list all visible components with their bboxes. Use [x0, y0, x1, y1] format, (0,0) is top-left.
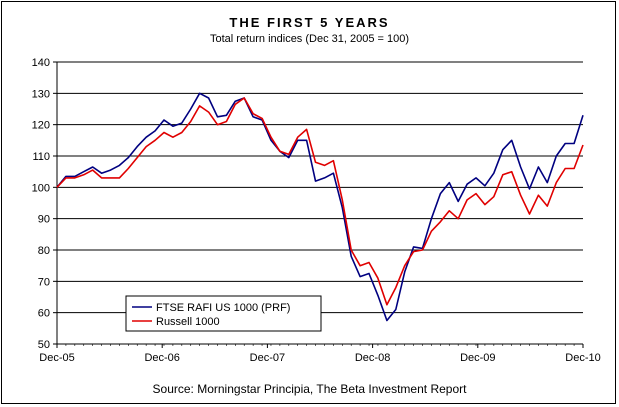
chart-subtitle: Total return indices (Dec 31, 2005 = 100…	[209, 33, 410, 45]
series-line-0	[56, 92, 584, 322]
x-tick-label: Dec-07	[250, 352, 285, 364]
x-tick-labels: Dec-05 Dec-06 Dec-07 Dec-08 Dec-09 Dec-10	[39, 352, 600, 364]
axes	[53, 61, 584, 348]
y-tick-label: 90	[38, 214, 50, 226]
chart-source: Source: Morningstar Principia, The Beta …	[152, 382, 467, 396]
y-tick-label: 100	[32, 182, 50, 194]
y-tick-label: 70	[38, 276, 50, 288]
legend-label: FTSE RAFI US 1000 (PRF)	[156, 302, 290, 314]
chart-title: THE FIRST 5 YEARS	[229, 15, 390, 30]
x-tick-label: Dec-05	[39, 352, 74, 364]
y-tick-label: 80	[38, 245, 50, 257]
y-tick-label: 110	[32, 151, 50, 163]
y-tick-label: 50	[38, 339, 50, 351]
series-lines	[56, 92, 584, 322]
x-tick-label: Dec-09	[460, 352, 495, 364]
y-tick-label: 120	[32, 120, 50, 132]
y-tick-label: 140	[32, 57, 50, 69]
x-tick-label: Dec-08	[355, 352, 390, 364]
x-tick-label: Dec-10	[565, 352, 600, 364]
y-tick-label: 60	[38, 308, 50, 320]
y-tick-labels: 50 60 70 80 90 100 110 120 130 140	[32, 57, 50, 351]
legend-box	[125, 295, 322, 332]
legend-label: Russell 1000	[156, 316, 220, 328]
series-line-1	[56, 97, 584, 306]
x-tick-label: Dec-06	[144, 352, 179, 364]
y-tick-label: 130	[32, 88, 50, 100]
legend: FTSE RAFI US 1000 (PRF) Russell 1000	[125, 295, 322, 332]
